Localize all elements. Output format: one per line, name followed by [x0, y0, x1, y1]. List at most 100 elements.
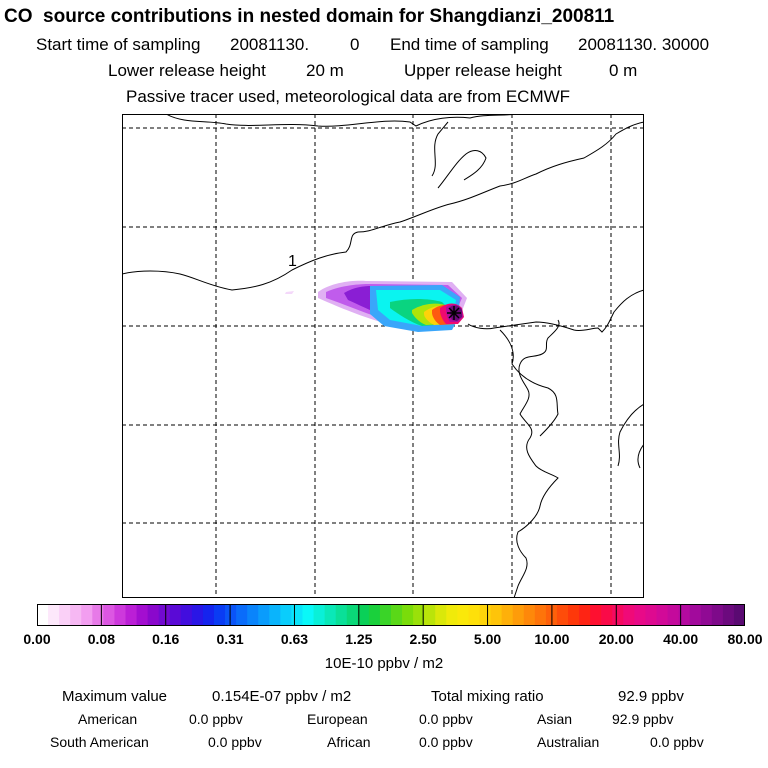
- colorbar-cell: [479, 604, 491, 626]
- region-name: Australian: [537, 734, 600, 750]
- colorbar-cell: [733, 604, 745, 626]
- map-panel: 1: [122, 114, 644, 598]
- region-value: 0.0 ppbv: [208, 734, 262, 750]
- colorbar-cell: [169, 604, 182, 626]
- colorbar-cell: [335, 604, 348, 626]
- colorbar-cell: [711, 604, 724, 626]
- colorbar-label: 1.25: [345, 631, 373, 647]
- colorbar-cell: [601, 604, 613, 626]
- region-name: African: [327, 734, 371, 750]
- lower-release-label: Lower release height: [108, 61, 266, 80]
- tracer-note: Passive tracer used, meteorological data…: [126, 87, 571, 106]
- end-time-value: 20081130. 30000: [578, 35, 710, 54]
- start-time-value: 20081130.: [230, 35, 310, 54]
- colorbar-label: 2.50: [409, 631, 437, 647]
- colorbar-cell: [579, 604, 591, 626]
- colorbar-label: 0.00: [23, 631, 51, 647]
- colorbar-cell: [147, 604, 160, 626]
- colorbar-cell: [92, 604, 104, 626]
- region-value: 0.0 ppbv: [419, 734, 473, 750]
- colorbar-cell: [435, 604, 447, 626]
- max-value-label: Maximum value: [62, 688, 168, 705]
- colorbar: [37, 604, 745, 626]
- colorbar-cell: [722, 604, 735, 626]
- colorbar-cell: [512, 604, 525, 626]
- graticule: [122, 114, 644, 598]
- colorbar-cell: [291, 604, 303, 626]
- colorbar-cell: [368, 604, 381, 626]
- border-line: [431, 121, 487, 189]
- colorbar-cell: [556, 604, 569, 626]
- colorbar-cell: [313, 604, 326, 626]
- colorbar-cell: [700, 604, 713, 626]
- colorbar-cell: [457, 604, 469, 626]
- coastline: [637, 443, 644, 469]
- map-background: [122, 114, 644, 598]
- colorbar-cell: [357, 604, 370, 626]
- colorbar-cell: [689, 604, 702, 626]
- border-line: [165, 114, 519, 127]
- colorbar-label: 0.16: [152, 631, 180, 647]
- end-time-label: End time of sampling: [390, 35, 549, 54]
- total-mixing-value: 92.9 ppbv: [618, 688, 684, 705]
- colorbar-cell: [523, 604, 536, 626]
- colorbar-cell: [634, 604, 646, 626]
- colorbar-cell: [534, 604, 547, 626]
- colorbar-cell: [590, 604, 602, 626]
- colorbar-cell: [125, 604, 137, 626]
- region-name: Asian: [537, 711, 573, 727]
- colorbar-cell: [180, 604, 193, 626]
- colorbar-label: 40.00: [663, 631, 699, 647]
- colorbar-label: 0.31: [216, 631, 244, 647]
- colorbar-cell: [81, 604, 93, 626]
- colorbar-cell: [346, 604, 359, 626]
- colorbar-label: 10.00: [534, 631, 570, 647]
- colorbar-label: 20.00: [598, 631, 634, 647]
- upper-release-value: 0 m: [609, 61, 638, 80]
- colorbar-cell: [391, 604, 403, 626]
- region-name: European: [307, 711, 368, 727]
- region-value: 0.0 ppbv: [650, 734, 704, 750]
- colorbar-cell: [468, 604, 480, 626]
- start-time-hour: 0: [350, 35, 360, 54]
- colorbar-cell: [302, 604, 314, 626]
- coastline: [467, 289, 644, 333]
- colorbar-cell: [667, 604, 680, 626]
- colorbar-cell: [269, 604, 281, 626]
- colorbar-cell: [490, 604, 503, 626]
- colorbar-cell: [280, 604, 292, 626]
- colorbar-cell: [225, 604, 237, 626]
- colorbar-cell: [402, 604, 414, 626]
- colorbar-cell: [623, 604, 635, 626]
- colorbar-cell: [612, 604, 624, 626]
- coastline: [617, 403, 644, 467]
- lower-release-value: 20 m: [306, 61, 344, 80]
- colorbar-cell: [379, 604, 392, 626]
- colorbar-cell: [413, 604, 425, 626]
- region-value: 0.0 ppbv: [189, 711, 243, 727]
- colorbar-label: 0.08: [87, 631, 115, 647]
- colorbar-cell: [103, 604, 115, 626]
- contour-label: 1: [288, 253, 297, 270]
- colorbar-cell: [656, 604, 668, 626]
- region-name: American: [78, 711, 138, 727]
- upper-release-label: Upper release height: [404, 61, 562, 80]
- colorbar-cell: [258, 604, 270, 626]
- start-time-label: Start time of sampling: [36, 35, 201, 54]
- colorbar-cell: [247, 604, 259, 626]
- coastlines: [122, 114, 644, 598]
- coastline: [513, 319, 560, 598]
- map-frame: [122, 114, 644, 598]
- region-value: 92.9 ppbv: [612, 711, 674, 727]
- page-title: CO source contributions in nested domain…: [4, 6, 615, 27]
- colorbar-cell: [191, 604, 204, 626]
- colorbar-cell: [158, 604, 171, 626]
- colorbar-cell: [214, 604, 226, 626]
- colorbar-cell: [236, 604, 248, 626]
- region-name: South American: [50, 734, 149, 750]
- border-line: [122, 121, 644, 291]
- colorbar-cell: [324, 604, 337, 626]
- colorbar-units: 10E-10 ppbv / m2: [324, 655, 444, 672]
- colorbar-cell: [70, 604, 82, 626]
- total-mixing-label: Total mixing ratio: [431, 688, 544, 705]
